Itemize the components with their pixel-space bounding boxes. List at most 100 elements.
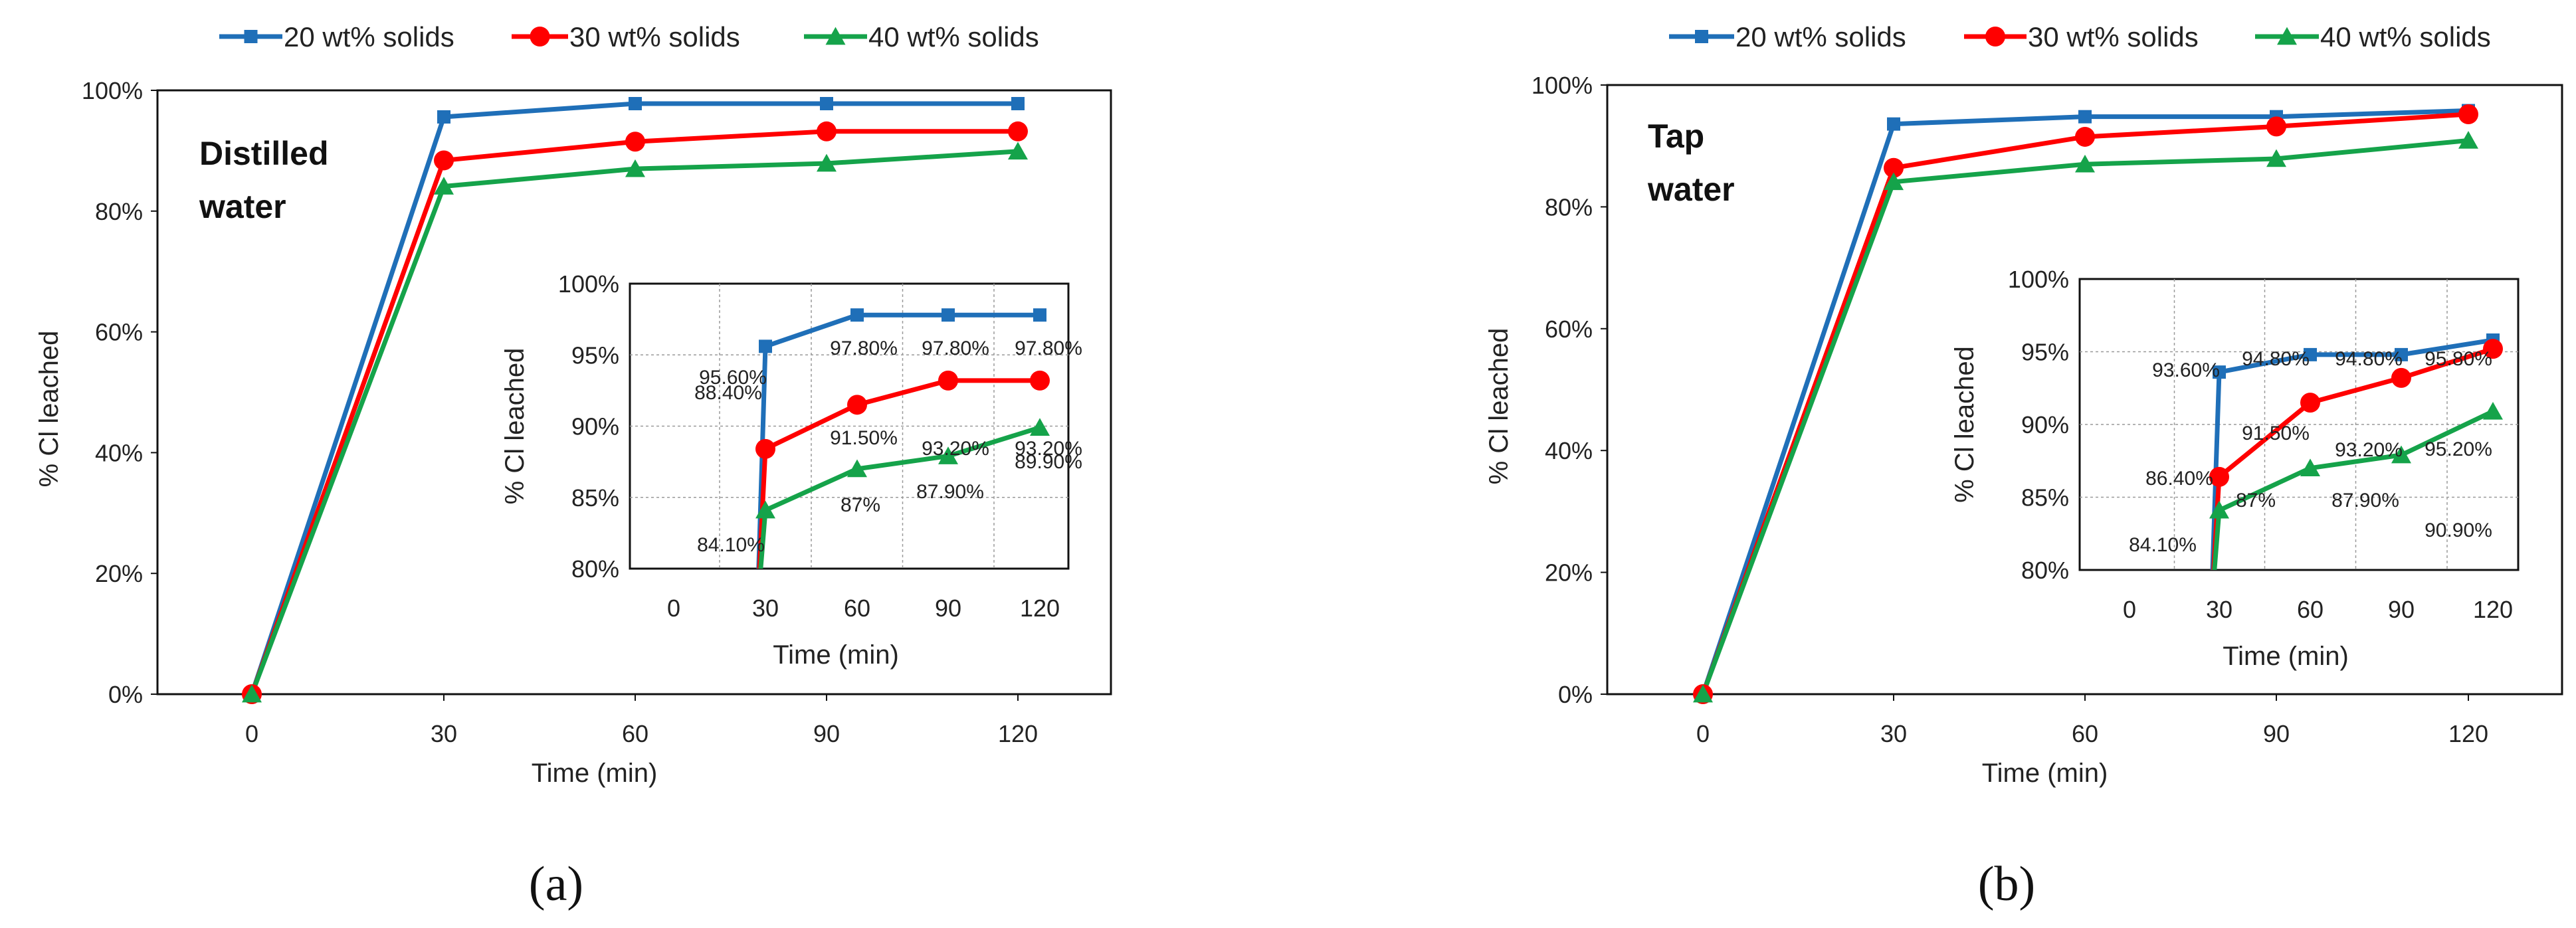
inset-data-label: 95.20% (2425, 438, 2492, 460)
inset-data-point (2304, 347, 2317, 361)
inset-y-tick-label: 90% (2021, 411, 2069, 438)
inset-y-tick-label: 95% (2021, 339, 2069, 366)
inset-data-point (2395, 347, 2408, 361)
data-point (2458, 104, 2478, 125)
inset-series (2209, 333, 2503, 570)
plot-frame (156, 89, 1112, 696)
inset-y-tick-label: 100% (558, 270, 619, 298)
y-tick-label: 60% (95, 319, 143, 346)
y-tick-label: 40% (95, 439, 143, 466)
inset-x-tick-label: 120 (2473, 596, 2513, 623)
y-tick-label: 100% (82, 77, 143, 104)
data-point (1887, 117, 1900, 131)
x-tick-label: 90 (2263, 720, 2290, 747)
data-point (434, 150, 454, 171)
inset-plot: 80% 85% 90% 95% 100% 0 30 60 90 120 Time (min) % Cl… (1950, 266, 2518, 671)
inset-data-point (2209, 500, 2229, 519)
data-point (625, 159, 645, 177)
inset-y-tick-label: 85% (571, 484, 619, 511)
data-point (2078, 110, 2092, 124)
inset-data-point (2300, 458, 2320, 477)
inset-series (755, 308, 1050, 569)
inset-data-label: 91.50% (830, 427, 898, 449)
inset-x-tick-label: 90 (2388, 596, 2415, 623)
x-tick-label: 30 (431, 720, 457, 747)
data-point (2458, 131, 2478, 149)
legend-label: 40 wt% solids (2320, 21, 2491, 52)
legend-label: 30 wt% solids (569, 21, 740, 52)
inset-data-label: 87.90% (2331, 490, 2399, 511)
data-point (625, 132, 645, 152)
water-type-annotation: Tap (1648, 118, 1704, 155)
x-tick-label: 0 (245, 720, 258, 747)
inset-data-label: 88.40% (694, 382, 762, 404)
panel-label: (a) (529, 857, 583, 911)
inset-data-point (2213, 365, 2226, 379)
y-tick-label: 40% (1545, 437, 1593, 464)
inset-x-tick-label: 0 (2123, 596, 2136, 623)
data-point (820, 96, 833, 110)
inset-x-tick-label: 90 (935, 595, 961, 622)
inset-data-point (2483, 339, 2503, 359)
legend-swatch-marker (1985, 27, 2005, 46)
data-point (1008, 141, 1028, 160)
inset-x-tick-label: 30 (2206, 596, 2232, 623)
legend-label: 40 wt% solids (868, 21, 1039, 52)
inset-data-label: 94.80% (2335, 348, 2403, 370)
inset-data-label: 95.80% (2425, 348, 2492, 370)
chart-panel-b: 0% 20% 40% 60% 80% 100% 0 30 60 90 120 Time (min) % … (1484, 21, 2563, 911)
inset-data-point (2483, 401, 2503, 420)
inset-data-point (1033, 308, 1046, 322)
inset-data-label: 89.90% (1015, 451, 1082, 473)
panel-label: (b) (1978, 857, 2035, 911)
water-type-annotation: Distilled (199, 135, 328, 172)
inset-data-label: 93.60% (2152, 359, 2220, 381)
data-point (817, 153, 837, 172)
inset-data-label: 91.50% (2242, 422, 2310, 444)
inset-data-point (938, 446, 958, 464)
inset-data-point (1030, 418, 1050, 436)
legend: 20 wt% solids 30 wt% solids 40 wt% solids (1669, 21, 2491, 52)
inset-data-label: 93.20% (922, 438, 989, 460)
x-tick-label: 90 (813, 720, 840, 747)
inset-y-axis-label: % Cl leached (1950, 346, 1979, 503)
inset-plot: 80% 85% 90% 95% 100% 0 30 60 90 120 Time (min) % Cl… (500, 270, 1082, 670)
data-point (242, 684, 262, 703)
data-point (434, 177, 454, 195)
inset-data-label: 97.80% (830, 337, 898, 359)
x-tick-label: 30 (1880, 720, 1907, 747)
inset-data-label: 97.80% (1015, 337, 1082, 359)
y-tick-label: 100% (1532, 72, 1593, 99)
inset-data-label: 93.20% (1015, 438, 1082, 460)
inset-x-tick-label: 120 (1020, 595, 1060, 622)
data-point (1011, 96, 1025, 110)
inset-data-point (755, 438, 775, 459)
inset-data-point (850, 308, 864, 322)
data-point (1884, 157, 1904, 178)
inset-y-tick-label: 85% (2021, 484, 2069, 511)
y-tick-label: 0% (108, 681, 143, 708)
y-tick-label: 20% (95, 560, 143, 587)
data-point (1693, 684, 1713, 703)
x-tick-label: 0 (1696, 720, 1710, 747)
inset-x-tick-label: 0 (667, 595, 680, 622)
data-point (2075, 126, 2095, 147)
data-point (437, 110, 450, 124)
y-tick-label: 0% (1558, 681, 1593, 708)
y-axis-label: % Cl leached (1484, 328, 1514, 485)
inset-data-label: 87% (2236, 490, 2276, 511)
legend-swatch-marker (244, 30, 258, 43)
inset-data-label: 93.20% (2335, 439, 2403, 461)
inset-data-point (941, 308, 955, 322)
inset-data-label: 95.60% (699, 367, 767, 389)
data-point (817, 121, 837, 141)
inset-data-label: 90.90% (2425, 519, 2492, 541)
x-tick-label: 120 (2448, 720, 2488, 747)
inset-data-label: 87% (841, 494, 880, 516)
inset-data-point (847, 395, 867, 415)
inset-data-point (2391, 445, 2411, 464)
y-axis-label: % Cl leached (35, 331, 64, 488)
inset-x-tick-label: 30 (752, 595, 779, 622)
inset-data-point (759, 339, 772, 353)
